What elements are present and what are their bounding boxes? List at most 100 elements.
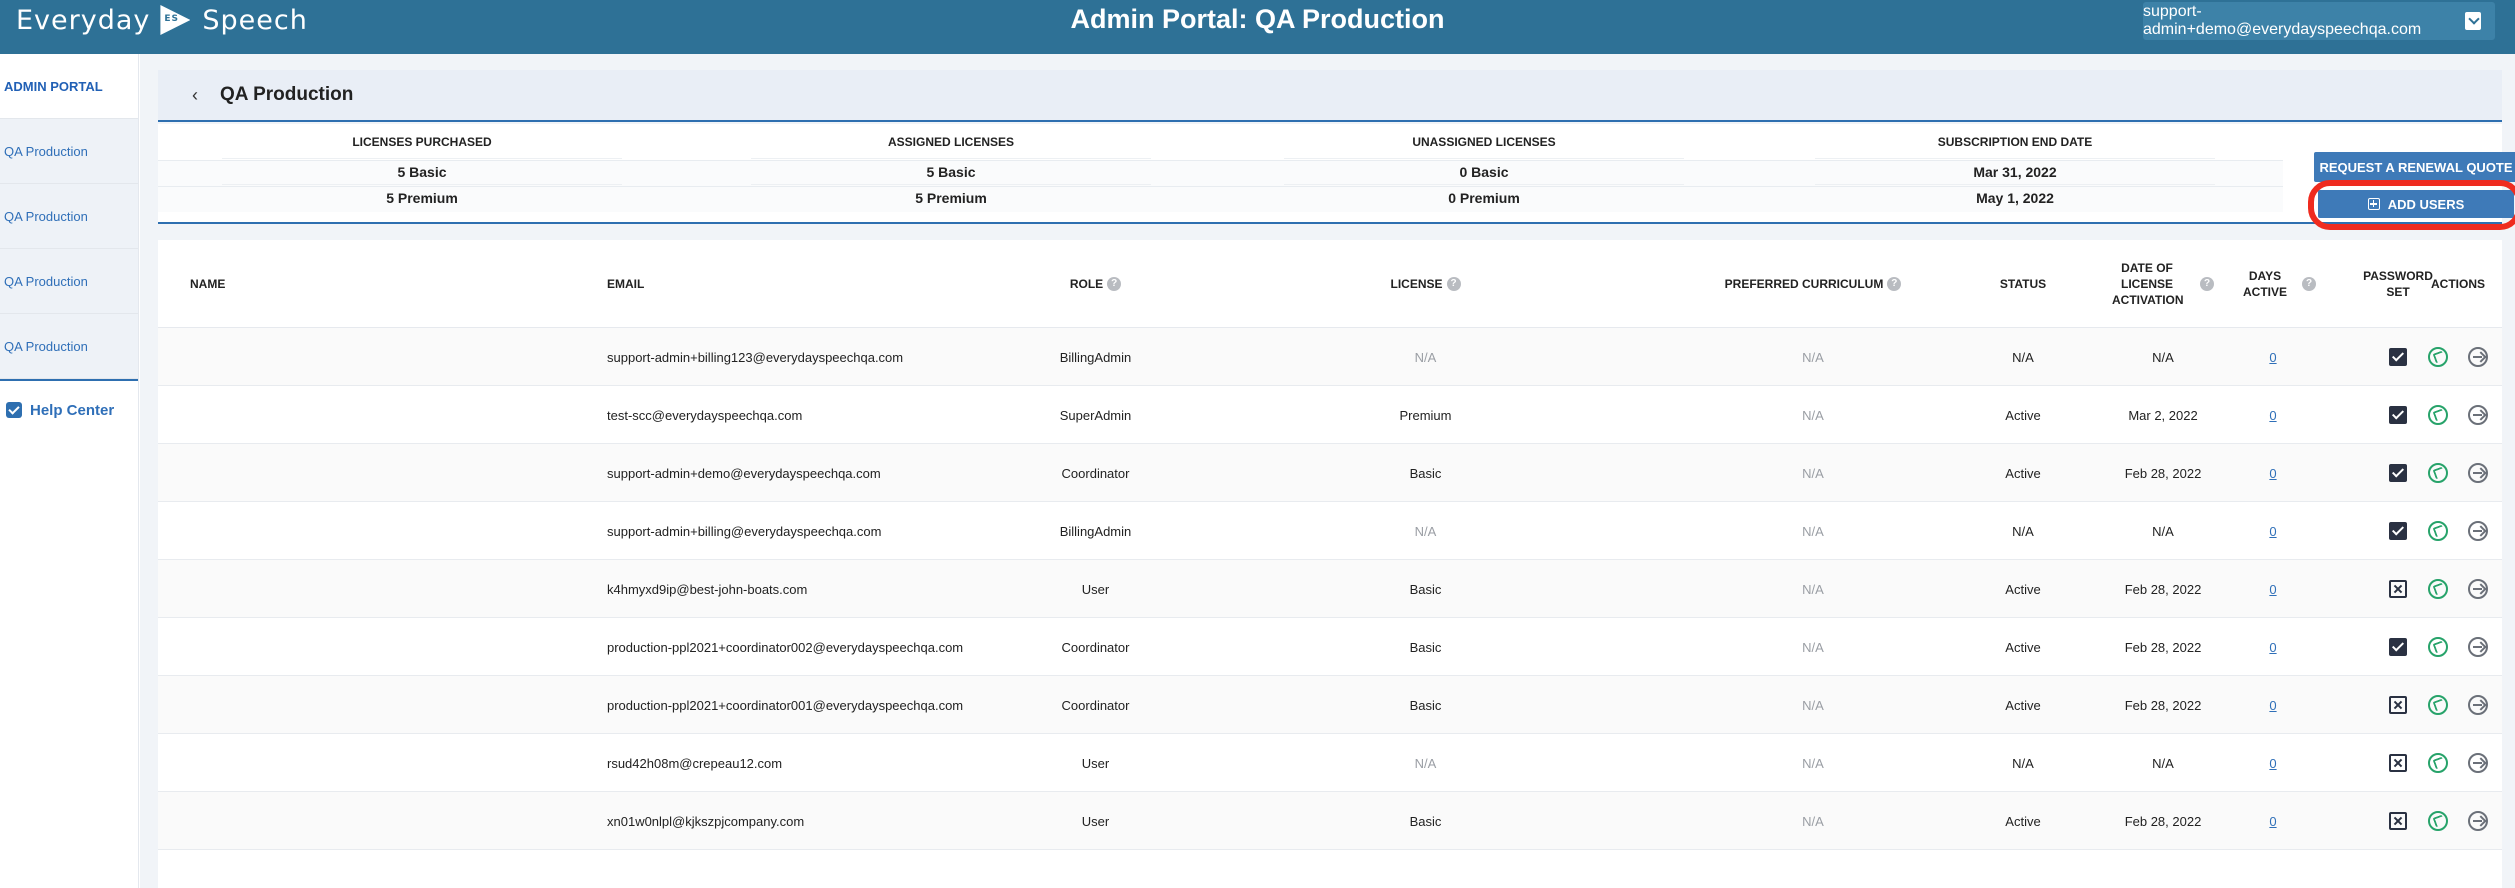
help-icon[interactable]: ? — [2302, 277, 2316, 291]
column-header-role[interactable]: ROLE? — [1008, 240, 1183, 328]
help-icon[interactable]: ? — [1446, 277, 1461, 291]
sidebar-item-qa-production[interactable]: QA Production — [0, 184, 138, 249]
cell-status: Active — [2005, 407, 2041, 423]
cell-curriculum: N/A — [1802, 523, 1824, 539]
cell-role: BillingAdmin — [1059, 349, 1132, 365]
cell-days[interactable]: 0 — [2269, 581, 2277, 597]
impersonate-user-icon[interactable] — [2428, 753, 2448, 773]
cell-license: N/A — [1414, 523, 1437, 539]
assigned-licenses-column: ASSIGNED LICENSES 5 Basic 5 Premium — [751, 124, 1151, 210]
cell-days[interactable]: 0 — [2269, 349, 2277, 365]
cell-actions — [2413, 328, 2503, 386]
help-icon[interactable]: ? — [1107, 277, 1122, 291]
cell-days[interactable]: 0 — [2269, 465, 2277, 481]
impersonate-user-icon[interactable] — [2428, 463, 2448, 483]
back-icon[interactable]: ‹ — [192, 84, 198, 105]
arrow-right-circle-icon[interactable] — [2468, 637, 2488, 657]
arrow-right-circle-icon[interactable] — [2468, 405, 2488, 425]
column-header-activation-date[interactable]: DATE OF LICENSE ACTIVATION? — [2058, 240, 2268, 328]
column-header-label: ACTIONS — [2431, 277, 2485, 291]
x-box-icon — [2389, 696, 2407, 714]
column-header-email[interactable]: EMAIL — [607, 240, 907, 328]
column-header-label: EMAIL — [607, 277, 645, 291]
cell-license: N/A — [1414, 349, 1437, 365]
column-header-name[interactable]: NAME — [190, 240, 390, 328]
impersonate-user-icon[interactable] — [2428, 347, 2448, 367]
cell-actions — [2413, 734, 2503, 792]
cell-role: Coordinator — [1061, 639, 1130, 655]
help-center-link[interactable]: Help Center — [0, 379, 138, 439]
sidebar-item-admin-portal[interactable]: ADMIN PORTAL — [0, 54, 138, 119]
help-icon[interactable]: ? — [1887, 277, 1902, 291]
cell-activation: N/A — [2152, 523, 2174, 539]
summary-value: 5 Premium — [222, 184, 622, 210]
impersonate-user-icon[interactable] — [2428, 637, 2448, 657]
column-header-status[interactable]: STATUS — [1948, 240, 2098, 328]
sidebar: ADMIN PORTAL QA Production QA Production… — [0, 54, 139, 888]
column-header-label: DATE OF LICENSE ACTIVATION — [2112, 261, 2184, 307]
help-icon[interactable]: ? — [2200, 277, 2214, 291]
sidebar-item-qa-production[interactable]: QA Production — [0, 119, 138, 184]
impersonate-user-icon[interactable] — [2428, 579, 2448, 599]
cell-curriculum: N/A — [1802, 465, 1824, 481]
impersonate-user-icon[interactable] — [2428, 695, 2448, 715]
arrow-right-circle-icon[interactable] — [2468, 347, 2488, 367]
table-row: production-ppl2021+coordinator001@everyd… — [158, 676, 2502, 734]
column-header-days-active[interactable]: DAYS ACTIVE? — [2218, 240, 2338, 328]
cell-actions — [2413, 676, 2503, 734]
summary-value: 0 Basic — [1284, 158, 1684, 184]
cell-actions — [2413, 444, 2503, 502]
arrow-right-circle-icon[interactable] — [2468, 463, 2488, 483]
cell-status: Active — [2005, 639, 2041, 655]
impersonate-user-icon[interactable] — [2428, 405, 2448, 425]
column-header-license[interactable]: LICENSE? — [1338, 240, 1513, 328]
cell-curriculum: N/A — [1802, 813, 1824, 829]
impersonate-user-icon[interactable] — [2428, 811, 2448, 831]
cell-license: Basic — [1409, 581, 1442, 597]
cell-email: test-scc@everydayspeechqa.com — [607, 407, 803, 423]
column-header-label: PASSWORD SET — [2363, 269, 2433, 299]
cell-days[interactable]: 0 — [2269, 755, 2277, 771]
subscription-end-column: SUBSCRIPTION END DATE Mar 31, 2022 May 1… — [1815, 124, 2215, 210]
arrow-right-circle-icon[interactable] — [2468, 521, 2488, 541]
impersonate-user-icon[interactable] — [2428, 521, 2448, 541]
arrow-right-circle-icon[interactable] — [2468, 579, 2488, 599]
column-header-label: PREFERRED CURRICULUM — [1724, 277, 1884, 291]
everyday-speech-logo[interactable]: Everyday ES Speech — [16, 0, 308, 40]
cell-days[interactable]: 0 — [2269, 639, 2277, 655]
cell-email: support-admin+billing@everydayspeechqa.c… — [607, 523, 882, 539]
cell-status: Active — [2005, 581, 2041, 597]
user-menu-dropdown[interactable]: support-admin+demo@everydayspeechqa.com — [2143, 2, 2495, 40]
column-header-password-set[interactable]: PASSWORD SET — [2338, 240, 2458, 328]
summary-value: 0 Premium — [1284, 184, 1684, 210]
arrow-right-circle-icon[interactable] — [2468, 811, 2488, 831]
request-renewal-quote-button[interactable]: REQUEST A RENEWAL QUOTE — [2314, 152, 2515, 182]
cell-curriculum: N/A — [1802, 639, 1824, 655]
arrow-right-circle-icon[interactable] — [2468, 753, 2488, 773]
table-row: k4hmyxd9ip@best-john-boats.com User Basic N… — [158, 560, 2502, 618]
summary-value: 5 Basic — [222, 158, 622, 184]
cell-name — [190, 734, 490, 792]
table-row: production-ppl2021+coordinator002@everyd… — [158, 618, 2502, 676]
column-header-preferred-curriculum[interactable]: PREFERRED CURRICULUM? — [1613, 240, 2013, 328]
add-users-button[interactable]: ADD USERS — [2318, 190, 2514, 218]
logo-word-right: Speech — [202, 4, 308, 36]
cell-email: production-ppl2021+coordinator001@everyd… — [607, 697, 964, 713]
cell-activation: N/A — [2152, 755, 2174, 771]
cell-days[interactable]: 0 — [2269, 523, 2277, 539]
cell-days[interactable]: 0 — [2269, 697, 2277, 713]
sidebar-item-qa-production[interactable]: QA Production — [0, 249, 138, 314]
cell-days[interactable]: 0 — [2269, 407, 2277, 423]
sidebar-item-label: QA Production — [4, 143, 88, 159]
cell-activation: Feb 28, 2022 — [2124, 581, 2202, 597]
checkmark-box-icon — [2389, 638, 2407, 656]
sidebar-item-label: QA Production — [4, 273, 88, 289]
cell-status: N/A — [2012, 755, 2034, 771]
cell-name — [190, 502, 490, 560]
column-header-actions: ACTIONS — [2413, 240, 2503, 328]
column-header-label: DAYS ACTIVE — [2242, 269, 2287, 299]
summary-header: LICENSES PURCHASED — [352, 135, 492, 149]
sidebar-item-qa-production[interactable]: QA Production — [0, 314, 138, 379]
arrow-right-circle-icon[interactable] — [2468, 695, 2488, 715]
cell-days[interactable]: 0 — [2269, 813, 2277, 829]
